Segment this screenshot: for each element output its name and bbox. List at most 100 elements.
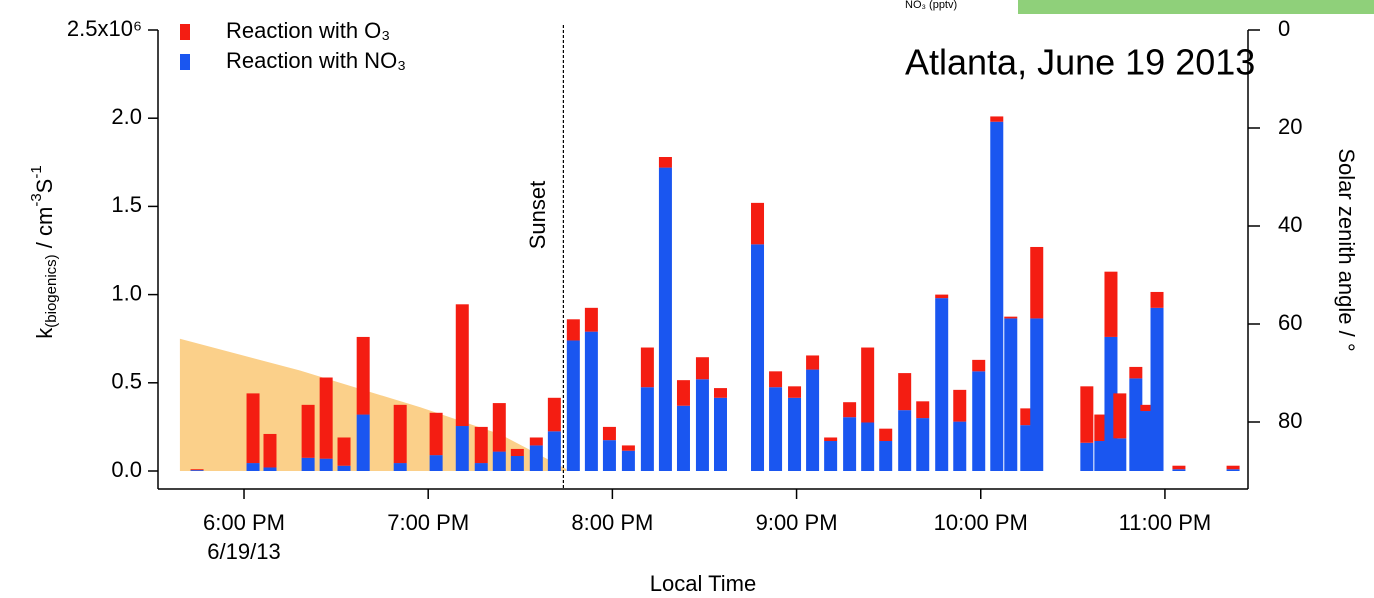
bar-segment: [1113, 438, 1126, 471]
bar-segment: [843, 402, 856, 417]
bar-segment: [788, 398, 801, 471]
bar-segment: [357, 415, 370, 471]
bar-segment: [456, 426, 469, 471]
zenith-area: [180, 339, 566, 471]
bar-segment: [751, 203, 764, 244]
bar-segment: [357, 337, 370, 415]
bar-segment: [714, 388, 727, 398]
bar-segment: [1129, 367, 1142, 378]
bar-segment: [824, 441, 837, 471]
bar-segment: [567, 340, 580, 471]
bar-segment: [1172, 469, 1185, 471]
bar-segment: [659, 168, 672, 471]
legend-label: Reaction with O₃: [226, 18, 390, 43]
bar-segment: [530, 445, 543, 471]
bar-segment: [898, 410, 911, 471]
y-label-part: / cm: [32, 207, 57, 255]
y-label-part: -1: [28, 165, 45, 178]
bar-segment: [511, 449, 524, 456]
bar-segment: [953, 390, 966, 422]
bar-segment: [1080, 443, 1093, 471]
y-tick-label: 1.0: [111, 280, 142, 305]
bar-segment: [320, 378, 333, 459]
bar-segment: [548, 398, 561, 432]
bar-segment: [1030, 247, 1043, 318]
bar-segment: [511, 456, 524, 471]
x-axis-label: Local Time: [650, 571, 756, 596]
bar-segment: [769, 371, 782, 387]
bar-segment: [263, 467, 276, 471]
bar-segment: [1172, 466, 1185, 470]
bar-segment: [953, 422, 966, 471]
legend-label: Reaction with NO₃: [226, 48, 406, 73]
bar-segment: [677, 406, 690, 471]
chart-title: Atlanta, June 19 2013: [905, 42, 1255, 83]
bar-segment: [302, 458, 315, 471]
bar-segment: [548, 431, 561, 471]
y2-tick-label: 40: [1278, 212, 1302, 237]
bar-segment: [191, 469, 204, 470]
bar-segment: [1004, 317, 1017, 319]
inset-image: [1018, 0, 1374, 14]
bar-segment: [622, 445, 635, 450]
bar-segment: [338, 437, 351, 465]
bar-segment: [641, 348, 654, 388]
bar-segment: [191, 470, 204, 471]
chart: NO₃ (pptv) Atlanta, June 19 2013 Local T…: [0, 0, 1374, 598]
bar-segment: [430, 413, 443, 455]
inset-label: NO₃ (pptv): [905, 0, 957, 11]
bar-segment: [603, 427, 616, 440]
bar-segment: [898, 373, 911, 410]
bar-segment: [302, 405, 315, 458]
y2-tick-label: 60: [1278, 310, 1302, 335]
bar-segment: [622, 451, 635, 471]
y-tick-label: 2.0: [111, 104, 142, 129]
y-tick-label: 2.5x10⁶: [67, 16, 142, 41]
bar-segment: [879, 441, 892, 471]
bar-segment: [714, 398, 727, 471]
x-tick-label: 11:00 PM: [1119, 510, 1212, 535]
bar-segment: [1227, 466, 1240, 470]
bar-segment: [1129, 378, 1142, 471]
bar-segment: [493, 403, 506, 452]
y2-tick-label: 20: [1278, 114, 1302, 139]
bar-segment: [861, 422, 874, 471]
bar-segment: [1080, 386, 1093, 442]
x-tick-label: 6:00 PM: [203, 510, 285, 535]
bar-segment: [247, 393, 260, 463]
bar-segment: [916, 401, 929, 418]
bar-segment: [493, 452, 506, 471]
bar-segment: [394, 405, 407, 463]
y-label-part: (biogenics): [43, 254, 60, 327]
bar-segment: [394, 463, 407, 471]
x-tick-label: 10:00 PM: [934, 510, 1028, 535]
bar-segment: [475, 427, 488, 463]
bar-segment: [879, 429, 892, 441]
bar-segment: [916, 418, 929, 471]
annotation: Sunset: [525, 181, 550, 250]
y-axis-label: k(biogenics) / cm-3S-1: [28, 165, 60, 338]
x-date-label: 6/19/13: [207, 539, 280, 564]
y-label-part: S: [32, 179, 57, 194]
bar-segment: [320, 459, 333, 471]
legend-swatch: [180, 54, 190, 70]
bar-segment: [824, 437, 837, 441]
bar-segment: [1004, 318, 1017, 471]
bar-segment: [1151, 292, 1164, 308]
bar-segment: [990, 122, 1003, 471]
bar-segment: [696, 357, 709, 379]
bar-segment: [1227, 469, 1240, 471]
bar-segment: [338, 466, 351, 471]
bar-segment: [751, 244, 764, 471]
bar-segment: [1030, 318, 1043, 471]
bar-segment: [788, 386, 801, 397]
bar-segment: [585, 308, 598, 332]
bar-segment: [475, 463, 488, 471]
bar-segment: [1151, 308, 1164, 471]
bar-segment: [659, 157, 672, 168]
legend-swatch: [180, 24, 190, 40]
bar-segment: [806, 370, 819, 471]
bar-segment: [806, 355, 819, 369]
x-tick-label: 7:00 PM: [387, 510, 469, 535]
bar-segment: [677, 380, 690, 406]
